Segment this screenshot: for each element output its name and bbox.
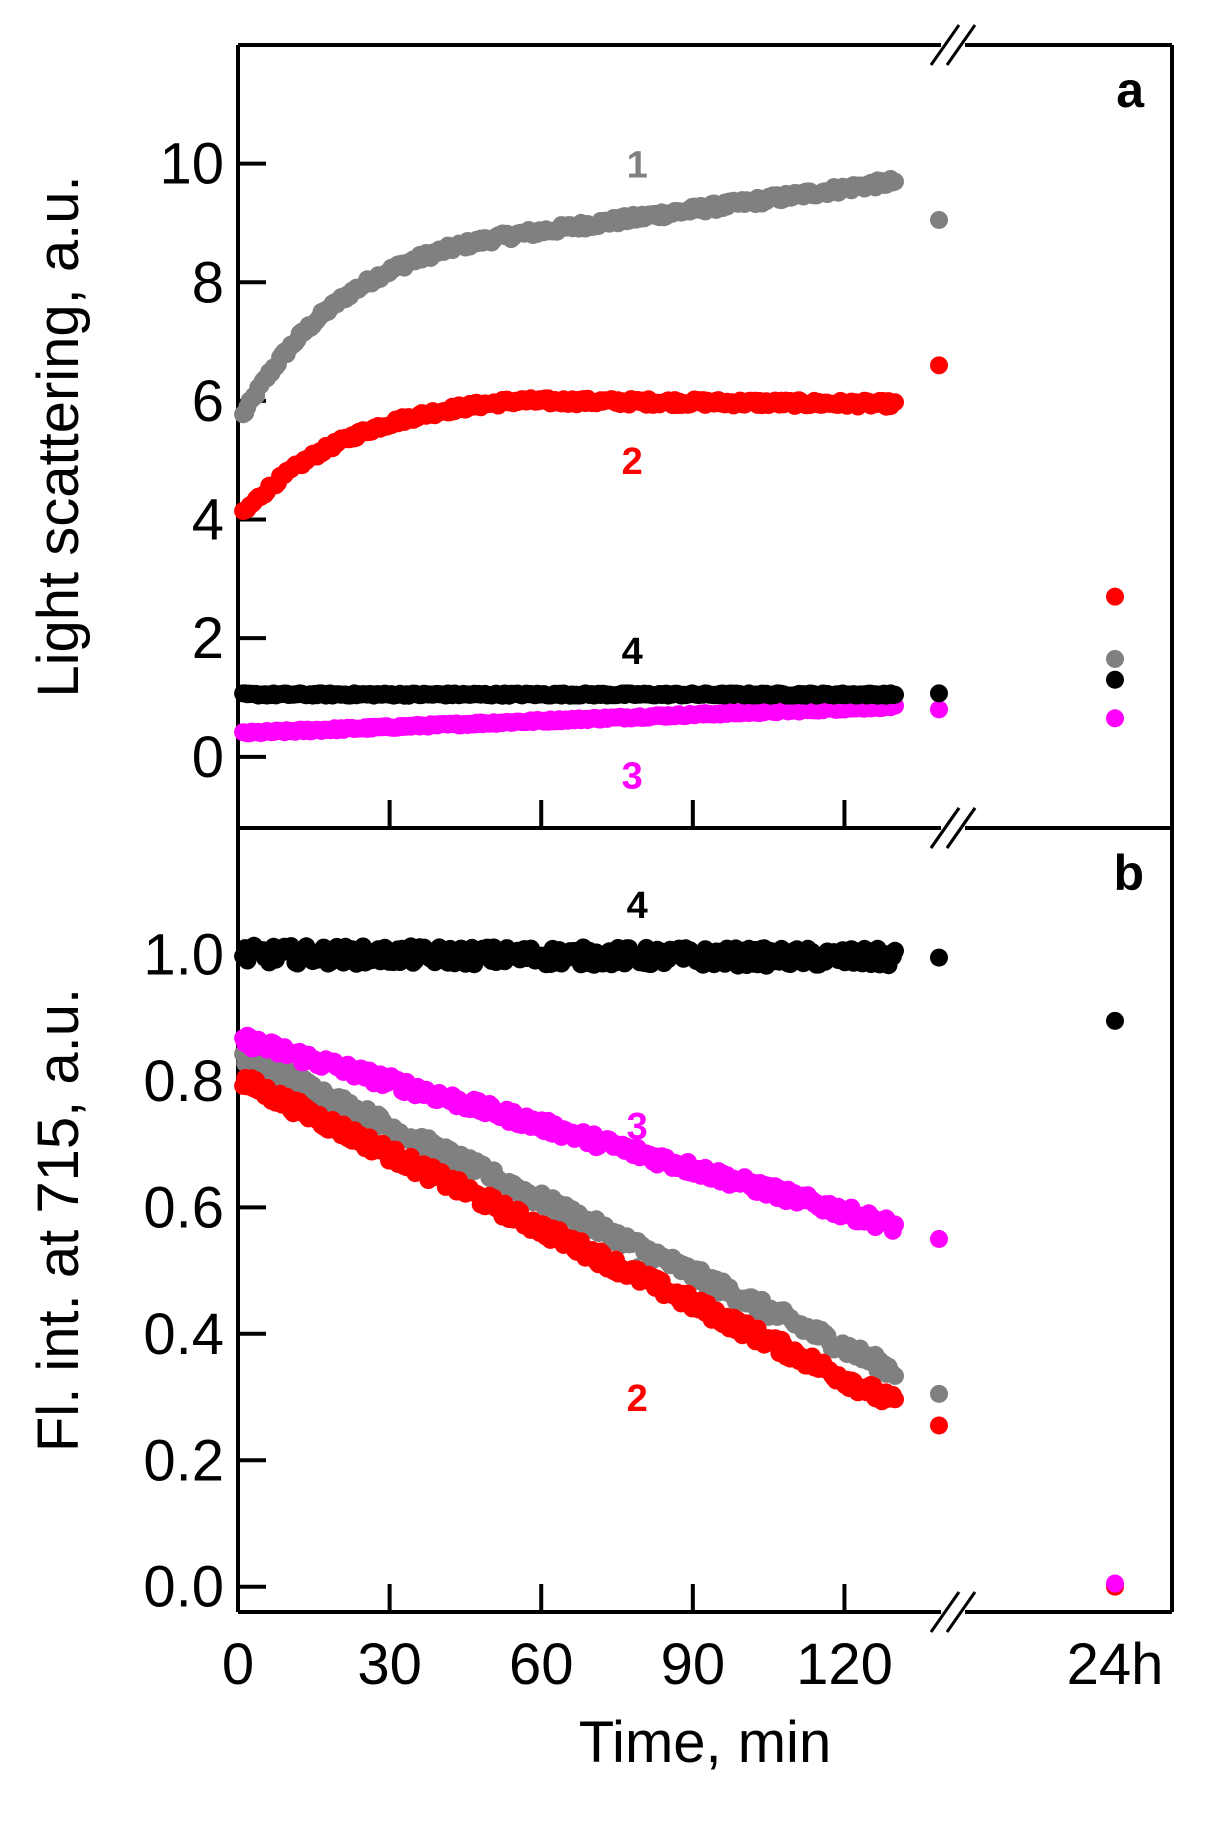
series-label: 2 bbox=[627, 1378, 648, 1420]
series-4: 4 bbox=[234, 885, 1124, 1030]
data-point-24h bbox=[1106, 670, 1124, 689]
data-point-24h bbox=[1106, 587, 1124, 606]
axis-break-mark bbox=[945, 807, 977, 849]
axis-break-mark bbox=[929, 1591, 961, 1633]
data-point bbox=[886, 685, 904, 704]
y-tick-label: 0.8 bbox=[143, 1049, 224, 1114]
panel-a: 0 2 4 6 8 10 Light scattering, a.u. a 1 2 3 4 bbox=[26, 24, 1174, 849]
data-point-after-break bbox=[930, 1229, 948, 1248]
x-tick-label: 90 bbox=[661, 1632, 726, 1697]
data-point-after-break bbox=[930, 210, 948, 229]
series-label: 3 bbox=[627, 1106, 648, 1148]
axis-break-mark bbox=[945, 24, 977, 66]
y-tick-label: 1.0 bbox=[143, 922, 224, 987]
panel-letter: a bbox=[1116, 62, 1145, 118]
series-1: 1 bbox=[234, 145, 1124, 668]
data-point bbox=[886, 941, 904, 960]
panel-b: 0.0 0.2 0.4 0.6 0.8 1.0 Fl. int. at 715, a.u. b… bbox=[26, 807, 1174, 1633]
data-point-after-break bbox=[930, 684, 948, 703]
data-point-after-break bbox=[930, 700, 948, 719]
y-tick-label: 4 bbox=[192, 488, 224, 553]
series-label: 2 bbox=[622, 441, 643, 483]
series-2: 2 bbox=[234, 1069, 1124, 1596]
data-point bbox=[886, 1366, 904, 1385]
x-tick-label: 30 bbox=[357, 1632, 422, 1697]
data-point bbox=[886, 1390, 904, 1409]
data-point-after-break bbox=[930, 1416, 948, 1435]
series-label: 4 bbox=[622, 631, 643, 673]
series-label: 3 bbox=[622, 756, 643, 798]
data-point-24h bbox=[1106, 1011, 1124, 1030]
y-tick-label: 0.2 bbox=[143, 1428, 224, 1493]
x-tick-label: 0 bbox=[222, 1632, 254, 1697]
y-axis-title: Light scattering, a.u. bbox=[26, 175, 91, 697]
y-axis-title: Fl. int. at 715, a.u. bbox=[26, 988, 91, 1452]
y-tick-label: 0.6 bbox=[143, 1175, 224, 1240]
x-axis-title: Time, min bbox=[579, 1710, 831, 1775]
y-tick-label: 6 bbox=[192, 369, 224, 434]
data-point-after-break bbox=[930, 356, 948, 375]
series-1: 1 bbox=[234, 1042, 1124, 1594]
series-4: 4 bbox=[234, 631, 1124, 705]
data-point-24h bbox=[1106, 649, 1124, 668]
y-tick-label: 10 bbox=[159, 132, 224, 197]
data-point-24h bbox=[1106, 709, 1124, 728]
x-tick-label-24h: 24h bbox=[1067, 1632, 1164, 1697]
series-label: 1 bbox=[627, 145, 648, 187]
axis-break-mark bbox=[945, 1591, 977, 1633]
axis-break-mark bbox=[929, 807, 961, 849]
y-tick-label: 0.4 bbox=[143, 1302, 224, 1367]
data-point bbox=[886, 172, 904, 191]
y-tick-label: 0 bbox=[192, 725, 224, 790]
series-3: 3 bbox=[234, 1026, 1124, 1593]
data-point bbox=[886, 1215, 904, 1234]
panel-letter: b bbox=[1113, 845, 1144, 901]
x-tick-label: 60 bbox=[509, 1632, 574, 1697]
series-3: 3 bbox=[234, 696, 1124, 798]
data-point-24h bbox=[1106, 1574, 1124, 1593]
data-point-after-break bbox=[930, 1384, 948, 1403]
series-2: 2 bbox=[234, 356, 1124, 606]
x-axis: 0 30 60 90 120 24h Time, min bbox=[222, 1632, 1164, 1775]
y-tick-label: 2 bbox=[192, 606, 224, 671]
x-tick-label: 120 bbox=[796, 1632, 893, 1697]
data-point-after-break bbox=[930, 948, 948, 967]
y-tick-label: 0.0 bbox=[143, 1555, 224, 1620]
data-point bbox=[886, 393, 904, 412]
series-label: 4 bbox=[627, 885, 648, 927]
axis-break-mark bbox=[929, 24, 961, 66]
data-point bbox=[386, 1140, 405, 1159]
y-tick-label: 8 bbox=[192, 250, 224, 315]
